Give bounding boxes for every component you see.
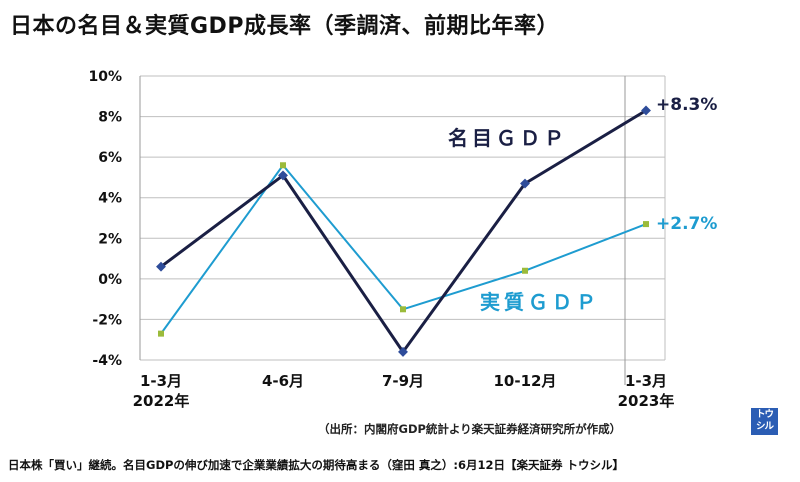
x-tick-label: 7-9月 [382, 372, 424, 390]
y-tick-label: 6% [98, 150, 122, 166]
label-layer: 名目ＧＤＰ 実質ＧＤＰ +8.3% +2.7% [448, 95, 717, 314]
y-tick-label: 4% [98, 191, 122, 207]
real-end-value: +2.7% [656, 214, 717, 234]
nominal-gdp-point [278, 170, 288, 181]
series-layer [156, 105, 651, 357]
grid-layer [139, 75, 666, 385]
real-gdp-point [643, 221, 649, 228]
nominal-gdp-line [160, 109, 647, 354]
real-gdp-point [280, 162, 286, 169]
y-tick-label: 8% [98, 110, 122, 126]
real-gdp-point [522, 267, 528, 274]
nominal-gdp-point [520, 178, 530, 189]
article-footer: 日本株「買い」継続。名目GDPの伸び加速で企業業績拡大の期待高まる（窪田 真之）… [8, 458, 625, 472]
chart-title: 日本の名目＆実質GDP成長率（季調済、前期比年率） [10, 14, 559, 39]
real-gdp-point [158, 330, 164, 337]
y-tick-label: -4% [92, 353, 122, 369]
nominal-gdp-point [156, 261, 166, 272]
x-tick-label: 2023年 [618, 392, 675, 410]
toushiru-logo: トウ シル [751, 408, 778, 435]
y-tick-label: 2% [98, 231, 122, 247]
x-tick-label: 2022年 [133, 392, 190, 410]
y-tick-label: 10% [88, 69, 122, 85]
y-tick-label: -2% [92, 312, 122, 328]
x-tick-label: 1-3月 [625, 372, 667, 390]
nominal-gdp-point [398, 346, 408, 357]
real-gdp-label: 実質ＧＤＰ [480, 290, 600, 314]
x-tick-label: 1-3月 [140, 372, 182, 390]
source-note: （出所：内閣府GDP統計より楽天証券経済研究所が作成） [318, 422, 622, 436]
y-tick-label: 0% [98, 272, 122, 288]
nominal-end-value: +8.3% [656, 95, 717, 115]
axis-layer: -4% -2% 0% 2% 4% 6% 8% 10% 1-3月 2022年 4-6月 7-9月 10-1… [88, 69, 674, 410]
x-tick-label: 4-6月 [262, 372, 304, 390]
nominal-gdp-label: 名目ＧＤＰ [448, 126, 568, 150]
x-tick-label: 10-12月 [494, 372, 557, 390]
real-gdp-point [400, 306, 406, 313]
nominal-gdp-point [641, 105, 651, 116]
